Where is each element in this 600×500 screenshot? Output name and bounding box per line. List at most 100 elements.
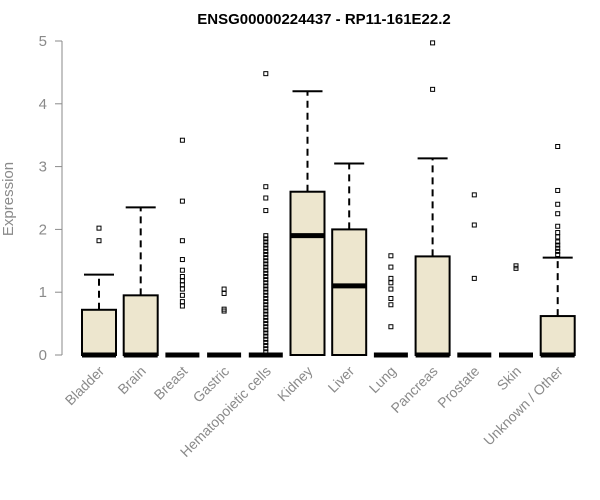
box-body — [81, 308, 117, 356]
outlier-point — [96, 225, 102, 231]
outlier-point — [263, 280, 269, 286]
x-tick-label: Lung — [366, 363, 399, 396]
outlier-point — [263, 245, 269, 251]
outlier-point — [263, 239, 269, 245]
outlier-point — [221, 306, 227, 312]
box-gastric — [207, 286, 242, 358]
outlier-point — [263, 195, 269, 201]
x-tick-label: Unknown / Other — [480, 363, 566, 449]
outlier-point — [388, 280, 394, 286]
outlier-point — [263, 71, 269, 77]
outlier-point — [388, 324, 394, 330]
outlier-point — [263, 208, 269, 214]
outlier-point — [555, 242, 561, 248]
x-tick-label: Skin — [494, 363, 525, 394]
outlier-point — [555, 252, 561, 258]
outlier-point — [471, 192, 477, 198]
outlier-point — [555, 223, 561, 229]
outlier-point — [179, 267, 185, 273]
outlier-point — [263, 330, 269, 336]
outlier-point — [179, 274, 185, 279]
x-tick-label: Kidney — [274, 363, 316, 405]
outlier-point — [263, 336, 269, 342]
outlier-point — [555, 144, 561, 150]
outlier-point — [179, 286, 185, 292]
x-tick-label: Breast — [151, 363, 191, 403]
outlier-point — [263, 314, 269, 320]
outlier-point — [263, 264, 269, 270]
y-tick-label: 0 — [39, 347, 47, 364]
outlier-point — [179, 238, 185, 244]
outlier-point — [471, 222, 477, 228]
outlier-point — [263, 252, 269, 258]
outlier-point — [179, 198, 185, 204]
outlier-point — [263, 333, 269, 339]
boxes-group — [81, 40, 576, 358]
outlier-point — [179, 137, 185, 143]
box-kidney — [289, 90, 326, 356]
outlier-point — [555, 239, 561, 245]
outlier-point — [555, 234, 561, 240]
outlier-point — [263, 349, 269, 355]
box-breast — [165, 137, 200, 358]
outlier-point — [555, 211, 561, 217]
outlier-point — [263, 295, 269, 301]
box-liver — [331, 162, 368, 356]
box-body — [122, 294, 159, 356]
outlier-point — [430, 86, 436, 92]
x-tick-label: Liver — [325, 363, 358, 396]
chart-title: ENSG00000224437 - RP11-161E22.2 — [197, 11, 451, 28]
outlier-point — [555, 201, 561, 207]
outlier-point — [263, 311, 269, 317]
outlier-point — [388, 264, 394, 270]
outlier-point — [388, 295, 394, 301]
outlier-point — [263, 299, 269, 305]
box-hematopoietic-cells — [248, 71, 283, 358]
outlier-point — [179, 303, 185, 309]
x-tick-label: Prostate — [434, 363, 482, 411]
outlier-point — [555, 245, 561, 251]
box-body — [414, 255, 451, 356]
outlier-point — [96, 238, 102, 244]
y-tick-label: 1 — [39, 284, 47, 301]
outlier-point — [263, 248, 269, 254]
outlier-point — [388, 302, 394, 308]
outlier-point — [263, 346, 269, 352]
outlier-point — [263, 302, 269, 308]
outlier-point — [263, 233, 269, 239]
outlier-point — [263, 261, 269, 267]
outlier-point — [263, 308, 269, 314]
outlier-point — [263, 343, 269, 349]
outlier-point — [263, 242, 269, 248]
outlier-point — [263, 327, 269, 333]
x-tick-label: Brain — [114, 363, 148, 397]
x-tick-label: Bladder — [62, 363, 108, 409]
outlier-point — [263, 292, 269, 298]
y-tick-label: 2 — [39, 221, 47, 238]
outlier-point — [263, 277, 269, 283]
box-skin — [499, 263, 533, 358]
outlier-point — [263, 274, 269, 279]
outlier-point — [263, 258, 269, 264]
outlier-point — [513, 263, 519, 269]
outlier-point — [263, 267, 269, 273]
outlier-point — [388, 286, 394, 292]
outlier-point — [263, 283, 269, 289]
outlier-point — [263, 184, 269, 190]
outlier-point — [513, 265, 519, 271]
y-tick-label: 4 — [39, 96, 47, 113]
outlier-point — [388, 275, 394, 281]
outlier-point — [263, 270, 269, 276]
outlier-point — [221, 286, 227, 292]
outlier-point — [263, 321, 269, 327]
outlier-point — [179, 299, 185, 305]
y-axis: 0 1 2 3 4 5 — [39, 33, 63, 364]
outlier-point — [263, 289, 269, 295]
box-bladder — [81, 225, 117, 358]
box-body — [539, 315, 576, 356]
outlier-point — [471, 275, 477, 281]
outlier-point — [221, 290, 227, 296]
y-tick-label: 3 — [39, 159, 47, 176]
outlier-point — [555, 248, 561, 254]
